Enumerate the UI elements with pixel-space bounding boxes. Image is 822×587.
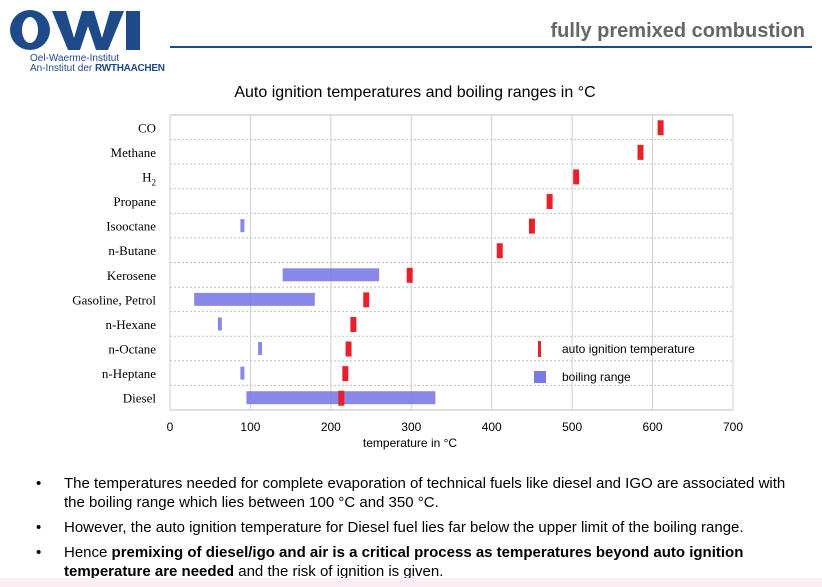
x-axis-label: temperature in °C xyxy=(363,436,458,450)
ignition-temperature-marker xyxy=(573,169,580,185)
category-label: Propane xyxy=(113,194,156,209)
category-label: Methane xyxy=(111,145,157,160)
boiling-range-bar xyxy=(217,317,222,331)
x-tick-label: 500 xyxy=(562,420,582,434)
bullet-prefix: Hence xyxy=(64,544,112,561)
boiling-range-bar xyxy=(282,268,380,282)
ignition-boiling-chart: Auto ignition temperatures and boiling r… xyxy=(72,84,743,450)
boiling-range-bar xyxy=(240,366,245,380)
legend-boiling-swatch xyxy=(534,371,546,383)
ignition-temperature-marker xyxy=(637,144,644,160)
category-label: Diesel xyxy=(123,391,157,406)
logo-affiliation: An-Institut der RWTHAACHEN xyxy=(30,63,165,74)
category-label: Gasoline, Petrol xyxy=(72,292,156,307)
chart-container: Auto ignition temperatures and boiling r… xyxy=(0,75,822,460)
boiling-range-bar xyxy=(194,292,315,306)
footer-strip xyxy=(0,578,822,587)
bullet-suffix: and the risk of ignition is given. xyxy=(234,563,444,580)
ignition-temperature-marker xyxy=(345,341,352,357)
chart-grid xyxy=(169,114,734,411)
boiling-range-bar xyxy=(258,342,263,356)
boiling-range-bar xyxy=(240,219,245,233)
chart-axis-labels: 0 100 200 300 400 500 600 700 CO Methane H2 Propane… xyxy=(72,120,743,434)
ignition-temperature-marker xyxy=(546,194,553,210)
x-tick-label: 300 xyxy=(401,420,421,434)
ignition-temperature-marker xyxy=(406,267,413,283)
bullet-item: • However, the auto ignition temperature… xyxy=(36,518,806,537)
category-label: n-Butane xyxy=(108,243,156,258)
logo-institute-name: Oel-Waerme-Institut xyxy=(30,53,120,64)
category-label: n-Hexane xyxy=(105,317,156,332)
bullet-list: • The temperatures needed for complete e… xyxy=(36,474,806,587)
bullet-text: The temperatures needed for complete eva… xyxy=(64,475,786,511)
legend-ignition-label: auto ignition temperature xyxy=(562,342,695,356)
ignition-temperature-marker xyxy=(496,243,503,259)
category-label: H2 xyxy=(142,169,156,187)
category-label: n-Octane xyxy=(108,342,156,357)
category-label: Isooctane xyxy=(106,219,156,234)
ignition-temperature-marker xyxy=(338,390,345,406)
x-tick-label: 100 xyxy=(240,420,260,434)
logo-affiliation-prefix: An-Institut der xyxy=(30,63,96,74)
x-tick-label: 700 xyxy=(723,420,743,434)
owi-logo-mark xyxy=(10,10,140,50)
x-tick-label: 400 xyxy=(482,420,502,434)
x-tick-label: 600 xyxy=(643,420,663,434)
logo-affiliation-brand: RWTHAACHEN xyxy=(95,63,165,74)
ignition-temperature-marker xyxy=(528,218,535,234)
category-label: n-Heptane xyxy=(102,366,156,381)
header-divider xyxy=(170,46,812,48)
bullet-marker: • xyxy=(36,519,42,536)
legend-boiling-label: boiling range xyxy=(562,370,631,384)
bullet-marker: • xyxy=(36,544,42,561)
x-tick-label: 200 xyxy=(321,420,341,434)
chart-title: Auto ignition temperatures and boiling r… xyxy=(234,84,595,101)
slide-title: fully premixed combustion xyxy=(550,20,805,42)
chart-legend: auto ignition temperature boiling range xyxy=(534,341,695,384)
ignition-temperature-marker xyxy=(363,292,370,308)
owi-logo: Oel-Waerme-Institut An-Institut der RWTH… xyxy=(8,8,168,76)
category-label: Kerosene xyxy=(107,268,156,283)
chart-marks xyxy=(194,120,664,406)
bullet-marker: • xyxy=(36,475,42,492)
ignition-temperature-marker xyxy=(342,366,349,382)
bullet-item: • The temperatures needed for complete e… xyxy=(36,474,806,512)
x-tick-label: 0 xyxy=(167,420,174,434)
ignition-temperature-marker xyxy=(350,316,357,332)
category-label: CO xyxy=(138,120,156,135)
bullet-text: However, the auto ignition temperature f… xyxy=(64,519,744,536)
bullet-bold-text: premixing of diesel/igo and air is a cri… xyxy=(64,544,744,580)
bullet-item: • Hence premixing of diesel/igo and air … xyxy=(36,543,806,581)
ignition-temperature-marker xyxy=(657,120,664,136)
legend-ignition-swatch xyxy=(538,341,541,357)
